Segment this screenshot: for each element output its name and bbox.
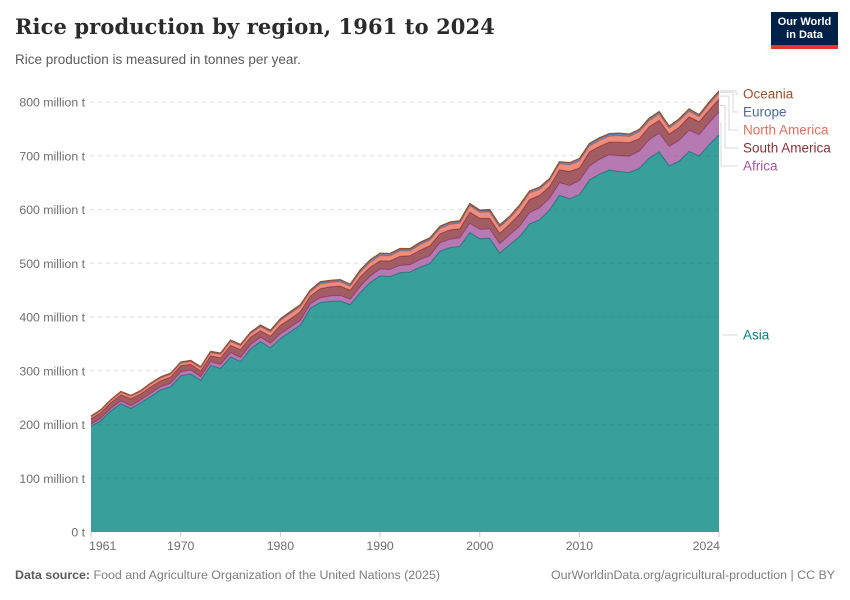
page-title: Rice production by region, 1961 to 2024 [15, 14, 495, 39]
chart-footer: Data source: Food and Agriculture Organi… [15, 568, 835, 582]
y-tick-label: 400 million t [19, 311, 85, 325]
legend-connector-south-america [720, 105, 738, 149]
y-tick-label: 700 million t [19, 149, 85, 163]
legend-label-south-america[interactable]: South America [743, 141, 831, 156]
y-tick-label: 600 million t [19, 203, 85, 217]
legend-label-oceania[interactable]: Oceania [743, 87, 794, 102]
legend-connector-oceania [720, 90, 738, 95]
owid-logo-line1: Our World [777, 16, 832, 28]
x-tick-label: 2010 [566, 539, 594, 553]
y-tick-label: 500 million t [19, 257, 85, 271]
area-south-america[interactable] [91, 99, 719, 425]
x-tick-label: 1970 [167, 539, 195, 553]
y-tick-label: 0 t [71, 526, 85, 540]
legend-label-africa[interactable]: Africa [743, 159, 778, 174]
legend-connector-north-america [720, 95, 738, 131]
owid-link[interactable]: OurWorldinData.org/agricultural-producti… [551, 568, 835, 582]
area-africa[interactable] [91, 112, 719, 427]
data-source-text: Food and Agriculture Organization of the… [93, 568, 440, 582]
x-tick-label: 1990 [366, 539, 394, 553]
area-asia[interactable] [91, 134, 719, 533]
legend-label-europe[interactable]: Europe [743, 105, 787, 120]
legend-label-asia[interactable]: Asia [743, 328, 770, 343]
legend-connector-africa [720, 122, 738, 167]
data-source: Data source: Food and Agriculture Organi… [15, 568, 440, 582]
x-tick-label: 1961 [89, 539, 117, 553]
line-oceania [90, 90, 720, 417]
legend-connector-europe [720, 91, 738, 113]
chart-subtitle: Rice production is measured in tonnes pe… [15, 52, 301, 67]
y-tick-label: 300 million t [19, 364, 85, 378]
data-source-label: Data source: [15, 568, 91, 582]
x-tick-label: 2024 [693, 539, 721, 553]
x-tick-label: 1980 [267, 539, 295, 553]
y-tick-label: 200 million t [19, 418, 85, 432]
owid-logo-line2: in Data [786, 29, 823, 41]
y-tick-label: 100 million t [19, 472, 85, 486]
x-tick-label: 2000 [466, 539, 494, 553]
y-tick-label: 800 million t [19, 96, 85, 110]
legend-label-north-america[interactable]: North America [743, 123, 829, 138]
owid-logo[interactable]: Our World in Data [771, 12, 838, 49]
